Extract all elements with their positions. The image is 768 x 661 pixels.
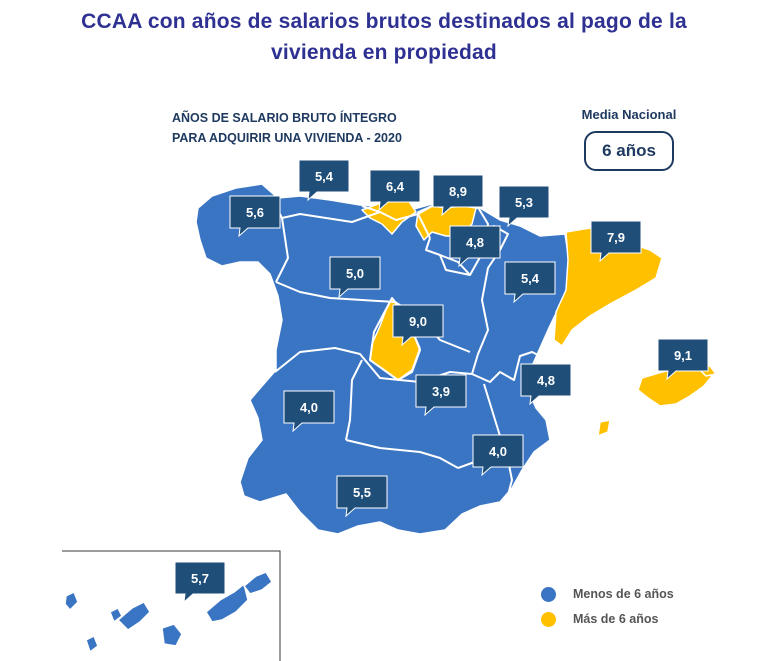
callout-box-andalucia — [336, 475, 388, 518]
callout-value-cataluna: 7,9 — [607, 230, 625, 245]
callout-extremadura: 4,0 — [283, 390, 335, 433]
callout-canarias: 5,7 — [174, 561, 226, 604]
callout-asturias: 5,4 — [298, 159, 350, 202]
callout-murcia: 4,0 — [472, 434, 524, 477]
region-shape-mallorca — [637, 367, 713, 407]
callout-value-castilla-la-mancha: 3,9 — [432, 384, 450, 399]
region-shape-canarias-6 — [243, 571, 273, 595]
callout-value-extremadura: 4,0 — [300, 400, 318, 415]
callout-galicia: 5,6 — [229, 195, 281, 238]
callout-value-murcia: 4,0 — [489, 444, 507, 459]
callout-box-la-rioja — [449, 225, 501, 268]
callout-box-castilla-y-leon — [329, 256, 381, 299]
legend-item-above: Más de 6 años — [541, 609, 658, 629]
callout-box-galicia — [229, 195, 281, 238]
national-average-label: Media Nacional — [581, 107, 677, 122]
callout-castilla-y-leon: 5,0 — [329, 256, 381, 299]
callout-box-cataluna — [590, 220, 642, 263]
region-shape-ibiza — [597, 419, 611, 437]
callout-box-asturias — [298, 159, 350, 202]
title-line-2: vivienda en propiedad — [271, 41, 497, 64]
callout-cantabria: 6,4 — [369, 169, 421, 212]
callout-value-aragon: 5,4 — [521, 271, 540, 286]
legend-label-below: Menos de 6 años — [573, 587, 674, 601]
callout-value-pais-vasco: 8,9 — [449, 184, 467, 199]
callouts-layer: 5,6 5,4 6,4 8,9 5,3 4,8 7,9 5,0 5,4 9,0 9,1 4,0 3,9 4… — [174, 159, 709, 604]
callout-box-canarias — [174, 561, 226, 604]
legend-dot-above — [541, 611, 556, 627]
subtitle-line-1: AÑOS DE SALARIO BRUTO ÍNTEGRO — [172, 111, 397, 125]
callout-box-murcia — [472, 434, 524, 477]
callout-box-navarra — [498, 185, 550, 228]
regions-layer — [64, 183, 717, 653]
callout-value-galicia: 5,6 — [246, 205, 264, 220]
national-average-value: 6 años — [584, 131, 674, 171]
callout-value-asturias: 5,4 — [315, 169, 334, 184]
callout-box-castilla-la-mancha — [415, 374, 467, 417]
region-shape-canarias-3 — [117, 601, 151, 631]
callout-pais-vasco: 8,9 — [432, 174, 484, 217]
callout-value-madrid: 9,0 — [409, 314, 427, 329]
subtitle-line-2: PARA ADQUIRIR UNA VIVIENDA - 2020 — [172, 131, 402, 145]
callout-value-castilla-y-leon: 5,0 — [346, 266, 364, 281]
page-title: CCAA con años de salarios brutos destina… — [0, 6, 768, 68]
callout-box-madrid — [392, 304, 444, 347]
callout-box-comunidad-valenciana — [520, 363, 572, 406]
legend-item-below: Menos de 6 años — [541, 584, 674, 604]
callout-box-extremadura — [283, 390, 335, 433]
region-shape-canarias-4 — [161, 623, 183, 647]
callout-value-navarra: 5,3 — [515, 195, 533, 210]
callout-andalucia: 5,5 — [336, 475, 388, 518]
callout-comunidad-valenciana: 4,8 — [520, 363, 572, 406]
legend-dot-below — [541, 586, 556, 602]
callout-value-la-rioja: 4,8 — [466, 235, 484, 250]
callout-box-aragon — [504, 261, 556, 304]
legend-label-above: Más de 6 años — [573, 612, 659, 626]
callout-value-baleares: 9,1 — [674, 348, 692, 363]
map-subtitle: AÑOS DE SALARIO BRUTO ÍNTEGRO PARA ADQUI… — [172, 108, 402, 148]
callout-navarra: 5,3 — [498, 185, 550, 228]
callout-value-andalucia: 5,5 — [353, 485, 371, 500]
callout-madrid: 9,0 — [392, 304, 444, 347]
title-line-1: CCAA con años de salarios brutos destina… — [81, 10, 687, 33]
callout-cataluna: 7,9 — [590, 220, 642, 263]
callout-value-comunidad-valenciana: 4,8 — [537, 373, 555, 388]
region-shape-canarias-7 — [85, 635, 99, 653]
region-shape-canarias-5 — [205, 583, 249, 623]
callout-box-pais-vasco — [432, 174, 484, 217]
callout-baleares: 9,1 — [657, 338, 709, 381]
callout-castilla-la-mancha: 3,9 — [415, 374, 467, 417]
callout-box-baleares — [657, 338, 709, 381]
callout-value-canarias: 5,7 — [191, 571, 209, 586]
callout-la-rioja: 4,8 — [449, 225, 501, 268]
callout-aragon: 5,4 — [504, 261, 556, 304]
region-shape-canarias-1 — [64, 591, 79, 611]
callout-box-cantabria — [369, 169, 421, 212]
callout-value-cantabria: 6,4 — [386, 179, 405, 194]
